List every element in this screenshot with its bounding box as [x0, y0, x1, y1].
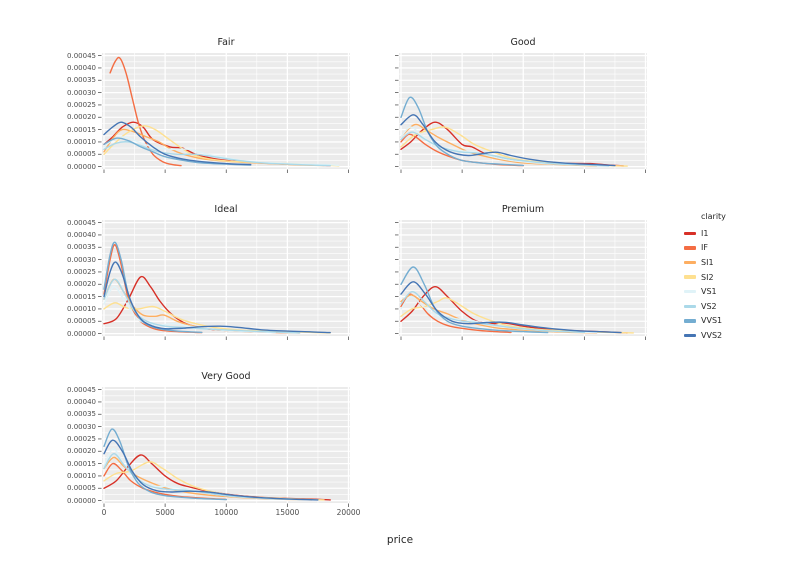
y-tick-label: 0.00040 — [67, 230, 96, 239]
legend-title: clarity — [701, 212, 726, 221]
kde-curve-vvs2 — [103, 439, 319, 501]
legend-label: VS2 — [701, 301, 717, 311]
kde-curve-if — [109, 56, 182, 167]
legend-entry-vvs2: VVS2 — [684, 328, 784, 343]
y-tick-label: 0.00005 — [67, 150, 96, 159]
facet-title-good: Good — [510, 37, 536, 48]
legend-entry-vs2: VS2 — [684, 299, 784, 314]
kde-curve-vvs2 — [400, 281, 622, 334]
legend-entries: I1 IF SI1 SI2 VS1 VS2 VVS1 VVS2 — [684, 226, 784, 343]
legend-swatch-icon — [684, 231, 696, 236]
kde-curve-vvs2 — [400, 114, 616, 167]
x-tick-label: 15000 — [275, 508, 300, 517]
legend-label: SI2 — [701, 272, 714, 282]
y-tick-label: 0.00020 — [67, 280, 96, 289]
x-tick-label: 20000 — [336, 508, 361, 517]
y-tick-label: 0.00040 — [67, 63, 96, 72]
y-tick-label: 0.00000 — [67, 162, 96, 171]
y-tick-label: 0.00015 — [67, 459, 96, 468]
y-tick-label: 0.00045 — [67, 385, 96, 394]
density-plot-very-good — [98, 387, 350, 507]
y-tick-label: 0.00045 — [67, 51, 96, 60]
facet-title-very-good: Very Good — [201, 371, 251, 382]
density-plot-good — [395, 53, 647, 173]
legend-label: SI1 — [701, 257, 714, 267]
facet-title-fair: Fair — [217, 37, 235, 48]
legend: clarity I1 IF SI1 SI2 VS1 VS2 VVS1 VVS2 — [684, 212, 784, 343]
kde-curve-vvs2 — [103, 121, 252, 166]
y-tick-label: 0.00030 — [67, 255, 96, 264]
y-tick-label: 0.00020 — [67, 113, 96, 122]
kde-curve-vvs1 — [400, 96, 524, 167]
y-tick-label: 0.00030 — [67, 88, 96, 97]
kde-curve-vvs1 — [103, 137, 252, 166]
legend-swatch-icon — [684, 246, 696, 250]
legend-swatch-icon — [684, 260, 696, 265]
legend-swatch-icon — [684, 289, 696, 294]
x-tick-label: 0 — [101, 508, 107, 517]
legend-label: VVS1 — [701, 316, 723, 326]
x-tick-label: 10000 — [214, 508, 239, 517]
y-tick-label: 0.00025 — [67, 100, 96, 109]
y-tick-label: 0.00015 — [67, 292, 96, 301]
legend-entry-if: IF — [684, 241, 784, 256]
y-tick-label: 0.00000 — [67, 329, 96, 338]
legend-label: VS1 — [701, 287, 717, 297]
y-tick-label: 0.00010 — [67, 471, 96, 480]
y-tick-label: 0.00020 — [67, 447, 96, 456]
y-tick-label: 0.00010 — [67, 137, 96, 146]
y-tick-label: 0.00045 — [67, 218, 96, 227]
y-tick-label: 0.00030 — [67, 422, 96, 431]
x-tick-label: 5000 — [155, 508, 175, 517]
y-tick-label: 0.00005 — [67, 317, 96, 326]
facet-title-ideal: Ideal — [214, 204, 238, 215]
legend-entry-i1: I1 — [684, 226, 784, 241]
y-tick-label: 0.00040 — [67, 397, 96, 406]
legend-entry-si2: SI2 — [684, 270, 784, 285]
legend-entry-vvs1: VVS1 — [684, 314, 784, 329]
legend-label: IF — [701, 243, 708, 253]
legend-swatch-icon — [684, 275, 696, 279]
y-tick-label: 0.00005 — [67, 484, 96, 493]
density-plot-ideal — [98, 220, 350, 340]
facet-title-premium: Premium — [501, 204, 545, 215]
kde-curve-vs2 — [400, 131, 610, 167]
kde-curve-vs2 — [400, 291, 586, 334]
kde-curve-vs2 — [103, 141, 331, 167]
x-axis-label: price — [386, 534, 414, 546]
legend-swatch-icon — [684, 304, 696, 309]
legend-swatch-icon — [684, 319, 696, 323]
kde-curve-vvs1 — [400, 266, 549, 334]
y-tick-label: 0.00025 — [67, 434, 96, 443]
kde-curve-vs2 — [103, 278, 301, 334]
legend-entry-vs1: VS1 — [684, 284, 784, 299]
y-tick-label: 0.00025 — [67, 267, 96, 276]
legend-label: VVS2 — [701, 330, 723, 340]
kde-curve-vvs1 — [103, 428, 227, 501]
y-tick-label: 0.00035 — [67, 243, 96, 252]
legend-label: I1 — [701, 228, 709, 238]
legend-swatch-icon — [684, 333, 696, 338]
density-plot-fair — [98, 53, 350, 173]
y-tick-label: 0.00000 — [67, 496, 96, 505]
y-tick-label: 0.00010 — [67, 304, 96, 313]
density-plot-premium — [395, 220, 647, 340]
y-tick-label: 0.00015 — [67, 125, 96, 134]
y-tick-label: 0.00035 — [67, 410, 96, 419]
legend-entry-si1: SI1 — [684, 255, 784, 270]
y-tick-label: 0.00035 — [67, 76, 96, 85]
kde-curve-vvs2 — [103, 261, 331, 334]
kde-curve-vs1 — [103, 286, 276, 334]
